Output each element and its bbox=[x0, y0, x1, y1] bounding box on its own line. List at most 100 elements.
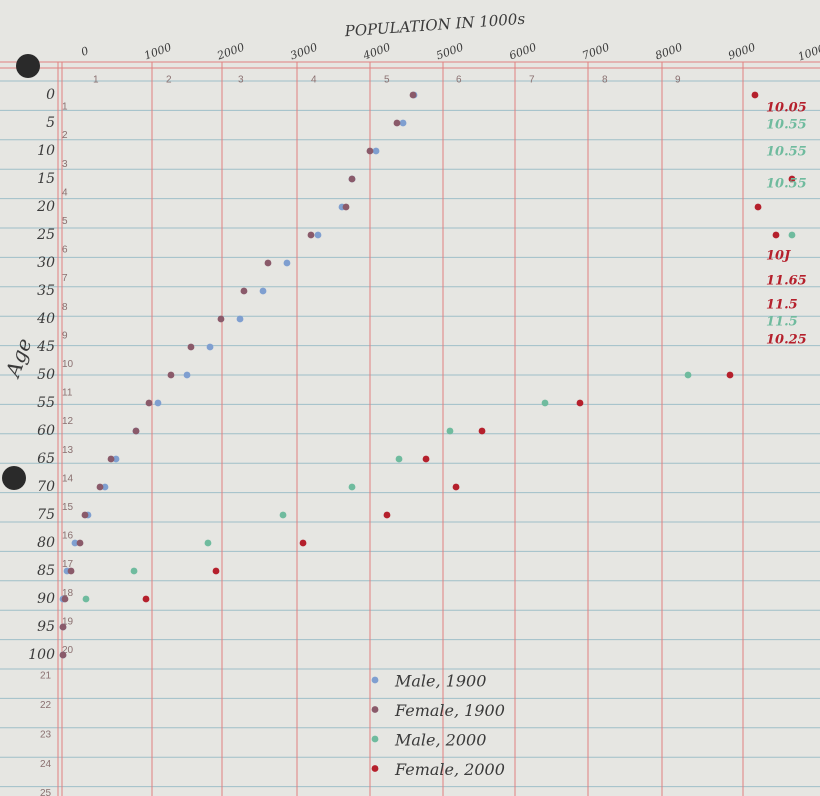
column-number: 8 bbox=[602, 75, 608, 86]
row-number: 11 bbox=[62, 388, 73, 399]
punch-hole bbox=[16, 54, 40, 78]
point bbox=[217, 315, 225, 323]
point bbox=[399, 119, 407, 127]
y-tick-label: 95 bbox=[37, 619, 55, 635]
row-number: 10 bbox=[62, 359, 74, 370]
point bbox=[279, 511, 287, 519]
point bbox=[541, 399, 549, 407]
row-number: 20 bbox=[62, 645, 74, 656]
point bbox=[130, 567, 138, 575]
point bbox=[142, 595, 150, 603]
point bbox=[409, 91, 417, 99]
point bbox=[788, 231, 796, 239]
point bbox=[478, 427, 486, 435]
point bbox=[576, 399, 584, 407]
y-tick-label: 70 bbox=[37, 479, 55, 495]
point bbox=[348, 175, 356, 183]
legend-label: Male, 2000 bbox=[394, 731, 486, 750]
point bbox=[71, 539, 79, 547]
y-tick-label: 40 bbox=[36, 311, 55, 327]
annotation: 10J bbox=[766, 249, 791, 264]
point bbox=[342, 203, 350, 211]
y-tick-label: 100 bbox=[28, 647, 55, 663]
point bbox=[264, 259, 272, 267]
row-number: 25 bbox=[40, 788, 52, 796]
point bbox=[240, 287, 248, 295]
point bbox=[299, 539, 307, 547]
y-tick-label: 65 bbox=[37, 451, 55, 467]
point bbox=[754, 203, 762, 211]
x-tick-label: 0 bbox=[79, 44, 90, 59]
point bbox=[59, 623, 67, 631]
y-tick-label: 55 bbox=[37, 395, 55, 411]
row-number: 5 bbox=[62, 216, 68, 227]
point bbox=[67, 567, 75, 575]
row-number: 9 bbox=[62, 330, 68, 341]
column-number: 3 bbox=[238, 75, 244, 86]
row-number: 3 bbox=[62, 159, 68, 170]
point bbox=[212, 567, 220, 575]
y-tick-label: 75 bbox=[37, 507, 55, 523]
point bbox=[751, 91, 759, 99]
point bbox=[107, 455, 115, 463]
point bbox=[101, 483, 109, 491]
row-number: 8 bbox=[62, 302, 68, 313]
y-tick-label: 90 bbox=[37, 591, 55, 607]
annotation: 11.65 bbox=[766, 274, 807, 289]
y-tick-label: 45 bbox=[36, 339, 55, 355]
row-number: 16 bbox=[62, 531, 74, 542]
legend-marker bbox=[371, 765, 379, 772]
row-number: 2 bbox=[62, 130, 68, 141]
annotation: 11.5 bbox=[766, 298, 798, 313]
point bbox=[307, 231, 315, 239]
point bbox=[395, 455, 403, 463]
point bbox=[726, 371, 734, 379]
legend-marker bbox=[371, 676, 379, 684]
point bbox=[348, 483, 356, 491]
point bbox=[59, 651, 67, 659]
point bbox=[383, 511, 391, 519]
point bbox=[422, 455, 430, 463]
legend-marker bbox=[371, 706, 379, 713]
y-tick-label: 30 bbox=[37, 255, 55, 271]
point bbox=[772, 231, 780, 239]
point bbox=[112, 455, 120, 463]
y-tick-label: 20 bbox=[36, 199, 55, 215]
row-number: 12 bbox=[62, 416, 74, 427]
column-number: 7 bbox=[529, 75, 535, 86]
point bbox=[446, 427, 454, 435]
row-number: 21 bbox=[40, 671, 52, 682]
annotation: 10.05 bbox=[766, 101, 807, 116]
row-number: 24 bbox=[40, 759, 52, 770]
annotation: 11.5 bbox=[766, 315, 798, 330]
row-number: 6 bbox=[62, 245, 68, 256]
y-tick-label: 35 bbox=[37, 283, 55, 299]
column-number: 2 bbox=[166, 75, 172, 86]
point bbox=[206, 343, 214, 351]
row-number: 23 bbox=[40, 729, 52, 740]
annotation: 10.55 bbox=[766, 177, 807, 192]
point bbox=[204, 539, 212, 547]
column-number: 4 bbox=[311, 75, 317, 86]
y-tick-label: 50 bbox=[37, 367, 55, 383]
row-number: 4 bbox=[62, 187, 68, 198]
y-tick-label: 5 bbox=[46, 115, 55, 131]
point bbox=[314, 231, 322, 239]
point bbox=[183, 371, 191, 379]
column-number: 6 bbox=[456, 75, 462, 86]
column-number: 5 bbox=[384, 75, 390, 86]
row-number: 15 bbox=[62, 502, 74, 513]
column-number: 1 bbox=[93, 75, 99, 86]
row-number: 22 bbox=[40, 700, 52, 711]
legend-marker bbox=[371, 735, 379, 743]
point bbox=[372, 147, 380, 155]
point bbox=[154, 399, 162, 407]
point bbox=[76, 539, 84, 547]
point bbox=[259, 287, 267, 295]
y-tick-label: 15 bbox=[37, 171, 55, 187]
row-number: 18 bbox=[62, 588, 74, 599]
point bbox=[81, 511, 89, 519]
punch-hole bbox=[2, 466, 26, 490]
point bbox=[187, 343, 195, 351]
y-tick-label: 0 bbox=[46, 87, 55, 103]
